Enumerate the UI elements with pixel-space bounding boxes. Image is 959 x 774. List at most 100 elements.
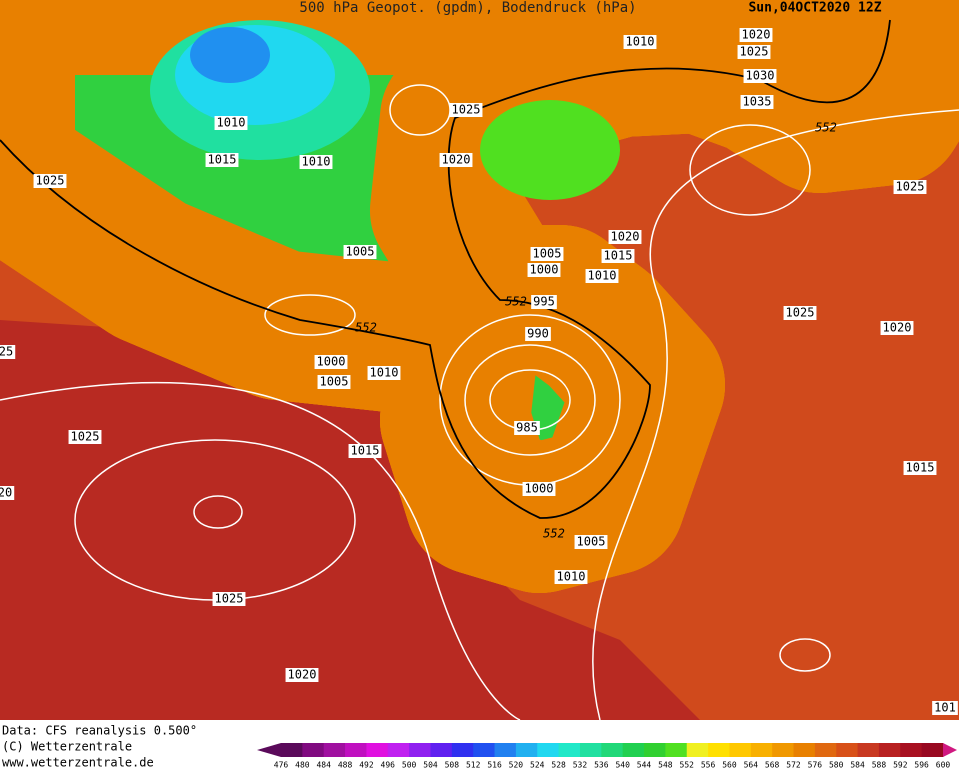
isobar-label-box: [527, 263, 561, 277]
colorbar-label: 580: [829, 761, 844, 770]
isobar-label: 1010: [217, 116, 246, 130]
colorbar-swatch: [494, 743, 517, 757]
colorbar-swatch: [622, 743, 645, 757]
isobar-label-box: [601, 249, 635, 263]
colorbar-label: 492: [359, 761, 374, 770]
colorbar-label: 572: [786, 761, 801, 770]
colorbar-swatch: [281, 743, 303, 757]
isobar-label-box: [783, 306, 817, 320]
isobar-label: 1025: [215, 592, 244, 606]
colorbar-swatch: [323, 743, 346, 757]
isobar-label: 1000: [530, 263, 559, 277]
isobar-label: 995: [533, 295, 555, 309]
isobar-label-box: [522, 482, 556, 496]
contour-label: 552: [355, 321, 377, 335]
colorbar-label: 516: [487, 761, 502, 770]
isobar-label: 1025: [740, 45, 769, 59]
isobar-label-box: [743, 69, 777, 83]
contour-label: 552: [543, 527, 565, 541]
isobar-label-box: [214, 116, 248, 130]
colorbar-label: 540: [615, 761, 630, 770]
isobar-label-box: [574, 535, 608, 549]
isobar-label: 1020: [442, 153, 471, 167]
colorbar-swatch: [793, 743, 816, 757]
colorbar-label: 500: [402, 761, 417, 770]
isobar-label-box: [623, 35, 657, 49]
website: www.wetterzentrale.de: [2, 756, 154, 770]
isobar: [264, 294, 356, 336]
contour-label: 552: [505, 295, 527, 309]
isobar-label: 1025: [452, 103, 481, 117]
isobar: [464, 344, 596, 456]
isobar-label: 990: [527, 327, 549, 341]
colorbar-label: 588: [872, 761, 887, 770]
contour-line: [0, 19, 891, 519]
isobar-label: 1000: [525, 482, 554, 496]
isobar-label-box: [317, 375, 351, 389]
colorbar-label: 480: [295, 761, 310, 770]
colorbar-label: 524: [530, 761, 545, 770]
colorbar-label: 504: [423, 761, 438, 770]
colorbar-label: 564: [744, 761, 759, 770]
isobar-label-box: [880, 321, 914, 335]
isobar-label-box: [740, 95, 774, 109]
colorbar-swatch: [366, 743, 389, 757]
isobar-label: 985: [516, 421, 538, 435]
isobar-label: 1020: [742, 28, 771, 42]
isobar-label: 25: [0, 345, 13, 359]
isobar-label-box: [903, 461, 937, 475]
colorbar-label: 512: [466, 761, 481, 770]
isobar-label: 1005: [533, 247, 562, 261]
colorbar-label: 476: [274, 761, 289, 770]
colorbar-label: 528: [551, 761, 566, 770]
colorbar-label: 488: [338, 761, 353, 770]
colorbar-label: 532: [573, 761, 588, 770]
colorbar: 476 480 484 488 492 496 500 504 508 512 516 520 524 5…: [257, 743, 957, 770]
colorbar-label: 520: [509, 761, 524, 770]
isobar-label: 1020: [611, 230, 640, 244]
isobar-label-box: [739, 28, 773, 42]
map-date: Sun,04OCT2020 12Z: [748, 1, 881, 16]
isobar-label: 1015: [208, 153, 237, 167]
colorbar-swatch: [579, 743, 602, 757]
isobar-label-box: [530, 247, 564, 261]
isobar-label: 1025: [896, 180, 925, 194]
isobar-label-box: [449, 103, 483, 117]
colorbar-swatch: [302, 743, 325, 757]
isobar-label-box: [348, 444, 382, 458]
isobar-label: 1015: [351, 444, 380, 458]
isobar-label-box: [343, 245, 377, 259]
isobar-label-box: [439, 153, 473, 167]
isobar-label-box: [514, 421, 540, 435]
colorbar-label: 484: [316, 761, 331, 770]
isobar-label-box: [531, 295, 557, 309]
colorbar-label: 496: [381, 761, 396, 770]
colorbar-label: 548: [658, 761, 673, 770]
copyright: (C) Wetterzentrale: [2, 740, 132, 754]
colorbar-swatch: [409, 743, 431, 757]
colorbar-swatch: [601, 743, 624, 757]
colorbar-swatch: [900, 743, 923, 757]
colorbar-swatch: [836, 743, 859, 757]
isobar-label: 1005: [320, 375, 349, 389]
isobar-label: 1005: [577, 535, 606, 549]
isobar-label-box: [525, 327, 551, 341]
colorbar-end: [257, 743, 281, 757]
cold-core: [190, 27, 270, 83]
isobar-label: 1010: [302, 155, 331, 169]
isobar-label-box: [0, 345, 16, 359]
isobar: [591, 109, 959, 721]
isobar-label: 1035: [743, 95, 772, 109]
isobar-label: 1010: [370, 366, 399, 380]
isobar-label: 101: [934, 701, 956, 715]
colorbar-swatch: [515, 743, 538, 757]
isobar-label: 1005: [346, 245, 375, 259]
colorbar-label: 544: [637, 761, 652, 770]
isobar-label-box: [0, 486, 15, 500]
colorbar-swatch: [558, 743, 581, 757]
isobar-label: 1010: [557, 570, 586, 584]
colorbar-label: 508: [445, 761, 460, 770]
colorbar-swatch: [345, 743, 367, 757]
isobar-label: 1015: [604, 249, 633, 263]
